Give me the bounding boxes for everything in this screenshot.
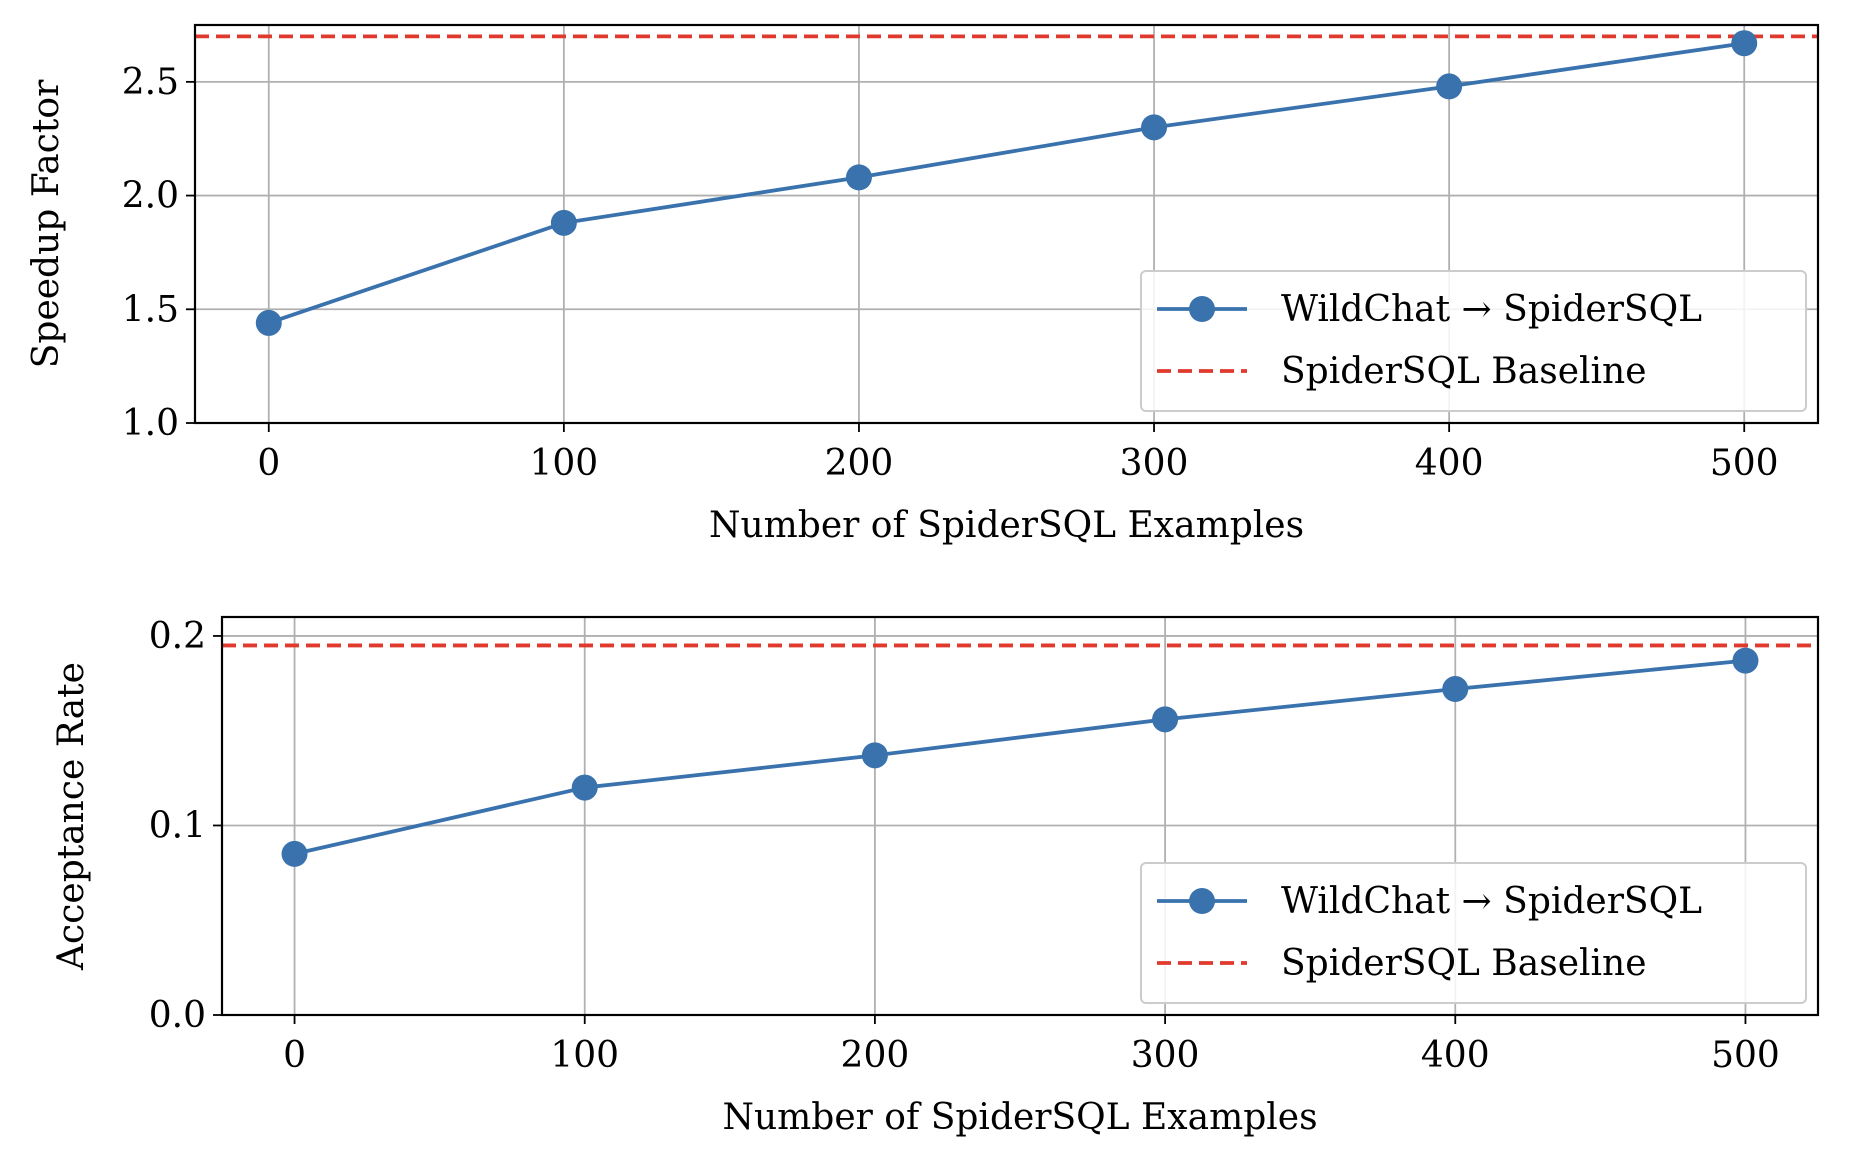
acceptance-y-tick-label: 0.1 (149, 805, 206, 846)
speedup-legend: WildChat → SpiderSQL SpiderSQL Baseline (1140, 270, 1807, 412)
speedup-x-axis-label: Number of SpiderSQL Examples (709, 505, 1304, 546)
acceptance-legend-baseline-label: SpiderSQL Baseline (1281, 943, 1647, 984)
speedup-x-tick-label: 300 (1120, 443, 1189, 484)
speedup-data-point (1436, 73, 1463, 100)
speedup-x-tick-label: 200 (825, 443, 894, 484)
speedup-data-point (1141, 114, 1168, 141)
acceptance-legend-series-label: WildChat → SpiderSQL (1281, 881, 1702, 922)
speedup-x-tick-label: 500 (1710, 443, 1779, 484)
speedup-legend-box (1140, 270, 1807, 412)
speedup-data-point (1731, 30, 1758, 57)
acceptance-x-tick-label: 300 (1131, 1035, 1200, 1076)
speedup-y-tick-label: 2.5 (122, 62, 179, 103)
acceptance-series (222, 643, 1818, 867)
acceptance-x-tick-label: 0 (283, 1035, 306, 1076)
speedup-data-point (845, 164, 872, 191)
acceptance-data-point (571, 774, 598, 801)
acceptance-y-tick-label: 0.0 (149, 995, 206, 1036)
speedup-y-axis-label: Speedup Factor (26, 79, 67, 368)
acceptance-chart: 0 100 200 300 400 500 0.0 0.1 0.2 Number of Spid… (51, 615, 1820, 1138)
acceptance-x-tick-label: 400 (1421, 1035, 1490, 1076)
acceptance-axes-frame (220, 615, 1820, 1017)
speedup-x-tick-label: 400 (1415, 443, 1484, 484)
speedup-y-tick-label: 2.0 (122, 176, 179, 217)
speedup-ticks: 0 100 200 300 400 500 1.0 1.5 2.0 2.5 (122, 62, 1779, 484)
speedup-axes-frame (193, 23, 1820, 425)
acceptance-x-tick-label: 500 (1711, 1035, 1780, 1076)
speedup-data-point (255, 309, 282, 336)
speedup-legend-series-label: WildChat → SpiderSQL (1281, 289, 1702, 330)
acceptance-data-point (1442, 676, 1469, 703)
speedup-series (195, 30, 1818, 336)
acceptance-ticks: 0 100 200 300 400 500 0.0 0.1 0.2 (149, 616, 1780, 1076)
acceptance-x-tick-label: 100 (550, 1035, 619, 1076)
speedup-x-tick-label: 0 (257, 443, 280, 484)
acceptance-legend-series-marker (1189, 888, 1215, 914)
speedup-chart: 0 100 200 300 400 500 1.0 1.5 2.0 2.5 Number of S… (26, 23, 1820, 546)
acceptance-series-line (294, 658, 1746, 856)
acceptance-data-point (281, 840, 308, 867)
acceptance-y-axis-label: Acceptance Rate (51, 662, 92, 971)
speedup-y-tick-label: 1.0 (122, 403, 179, 444)
acceptance-x-tick-label: 200 (841, 1035, 910, 1076)
acceptance-data-point (1152, 706, 1179, 733)
speedup-y-tick-label: 1.5 (122, 289, 179, 330)
speedup-legend-series-marker (1189, 296, 1215, 322)
acceptance-x-axis-label: Number of SpiderSQL Examples (722, 1097, 1317, 1138)
acceptance-data-point (1732, 647, 1759, 674)
acceptance-legend: WildChat → SpiderSQL SpiderSQL Baseline (1140, 862, 1807, 1004)
speedup-legend-baseline-label: SpiderSQL Baseline (1281, 351, 1647, 392)
acceptance-y-tick-label: 0.2 (149, 616, 206, 657)
speedup-x-tick-label: 100 (530, 443, 599, 484)
speedup-data-point (550, 209, 577, 236)
acceptance-legend-box (1140, 862, 1807, 1004)
speedup-series-line (268, 41, 1745, 325)
acceptance-data-point (861, 742, 888, 769)
